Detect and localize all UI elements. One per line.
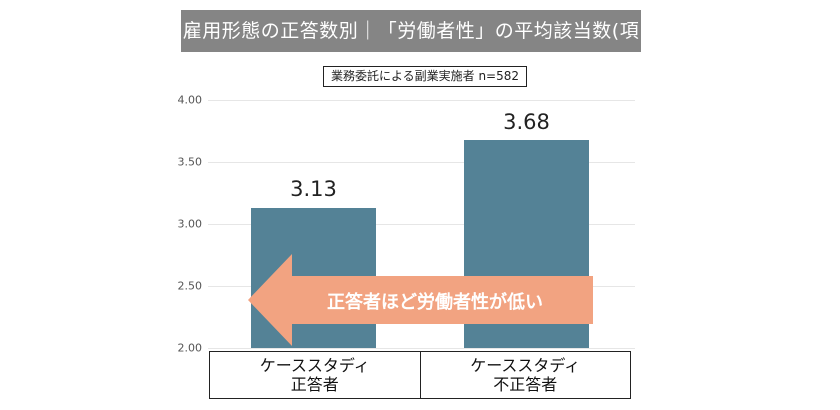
category-incorrect: ケーススタディ 不正答者	[419, 352, 631, 398]
gridline-3.00	[208, 224, 635, 225]
category-correct: ケーススタディ 正答者	[210, 352, 420, 398]
annotation-text: 正答者ほど労働者性が低い	[327, 292, 543, 313]
value-label-incorrect: 3.68	[503, 110, 550, 134]
sample-size-label: 業務委託による副業実施者 n=582	[323, 66, 527, 87]
y-tick: 2.50	[177, 279, 203, 293]
y-tick: 3.50	[177, 155, 203, 169]
gridline-4.00	[208, 100, 635, 101]
gridline-3.50	[208, 162, 635, 163]
value-label-correct: 3.13	[290, 177, 337, 201]
category-label-line2: 不正答者	[493, 375, 558, 394]
category-label-line2: 正答者	[290, 375, 339, 394]
gridline-2.00	[208, 348, 635, 349]
category-label-line1: ケーススタディ	[470, 356, 581, 375]
category-axis-table: ケーススタディ 正答者 ケーススタディ 不正答者	[209, 351, 631, 399]
y-tick: 3.00	[177, 217, 203, 231]
left-arrow-icon	[248, 254, 593, 346]
y-tick: 4.00	[177, 93, 203, 107]
chart-title: 雇用形態の正答数別｜「労働者性」の平均該当数(項目)	[181, 10, 641, 84]
category-label-line1: ケーススタディ	[259, 356, 370, 375]
y-tick: 2.00	[177, 341, 203, 355]
